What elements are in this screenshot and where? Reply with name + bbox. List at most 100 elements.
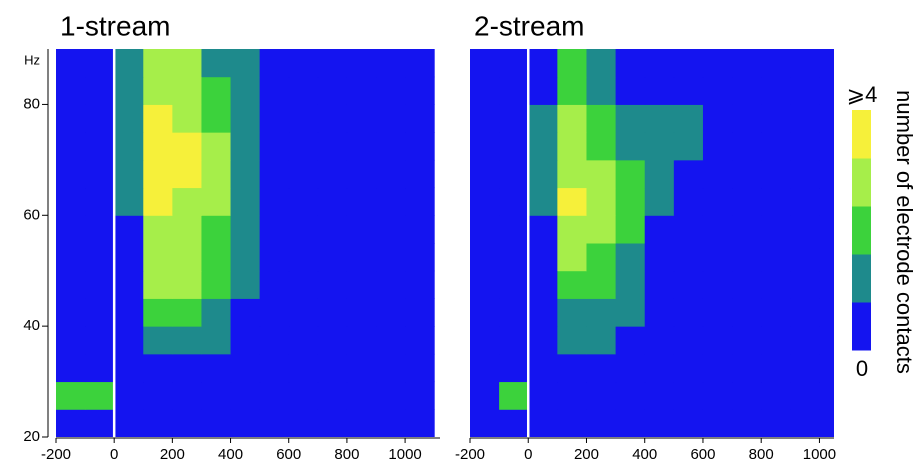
cell [288, 104, 319, 133]
cell [376, 104, 406, 133]
cell [172, 381, 202, 410]
cell [376, 159, 406, 189]
cell [317, 132, 348, 161]
cell [557, 326, 587, 355]
cell [615, 381, 646, 410]
cell [346, 187, 377, 216]
cell [819, 270, 834, 299]
cell [114, 270, 144, 299]
x-tick-label: -200 [41, 446, 71, 463]
cell [790, 104, 820, 133]
cell [376, 215, 406, 244]
cell [201, 298, 232, 327]
cell [346, 49, 377, 78]
cell [499, 132, 529, 161]
cell [288, 270, 319, 299]
cell [557, 215, 587, 244]
cell [288, 409, 319, 437]
cell [790, 76, 820, 105]
cell [470, 353, 500, 383]
cell [172, 243, 202, 272]
cell [470, 326, 500, 355]
cell [586, 381, 617, 410]
cell [114, 49, 144, 78]
cell [819, 159, 834, 189]
cell [586, 270, 617, 299]
cell [172, 326, 202, 355]
cell [615, 326, 646, 355]
cell [317, 215, 348, 244]
cell [819, 381, 834, 410]
cell [172, 132, 202, 161]
cell [172, 104, 202, 133]
x-tick-label: 0 [524, 446, 532, 463]
cell [819, 409, 834, 437]
cell [528, 409, 558, 437]
cell [259, 326, 290, 355]
cell [761, 104, 791, 133]
cell [317, 270, 348, 299]
cell [615, 270, 646, 299]
y-tick-label: 40 [23, 317, 40, 334]
cell [732, 243, 762, 272]
cell [615, 298, 646, 327]
cell [172, 159, 202, 189]
cell [557, 132, 587, 161]
cell [143, 326, 173, 355]
cell [528, 326, 558, 355]
cell [56, 381, 86, 410]
cell [56, 326, 86, 355]
cell [644, 270, 675, 299]
cell [85, 326, 115, 355]
cell [346, 159, 377, 189]
cell [819, 76, 834, 105]
cell [499, 353, 529, 383]
cell [761, 409, 791, 437]
cell [819, 187, 834, 216]
cell [615, 187, 646, 216]
cell [172, 187, 202, 216]
cell [702, 326, 733, 355]
cell [376, 270, 406, 299]
cell [499, 243, 529, 272]
cell [259, 76, 290, 105]
cell [288, 353, 319, 383]
cell [259, 215, 290, 244]
cell [317, 104, 348, 133]
cell [615, 215, 646, 244]
cell [85, 49, 115, 78]
cell [790, 326, 820, 355]
cell [56, 76, 86, 105]
cell [702, 381, 733, 410]
cell [732, 159, 762, 189]
cell [673, 270, 704, 299]
cell [528, 187, 558, 216]
cell [230, 76, 261, 105]
cell [85, 243, 115, 272]
cell [673, 409, 704, 437]
cell [499, 159, 529, 189]
x-tick-label: 800 [334, 446, 359, 463]
cell [143, 381, 173, 410]
cell [732, 353, 762, 383]
cell [346, 104, 377, 133]
cell [644, 243, 675, 272]
cell [470, 409, 500, 437]
cell [172, 270, 202, 299]
cell [376, 243, 406, 272]
cell [586, 187, 617, 216]
cell [702, 270, 733, 299]
cell [790, 381, 820, 410]
cell [143, 132, 173, 161]
cell [673, 187, 704, 216]
cell [528, 215, 558, 244]
cell [143, 76, 173, 105]
cell [673, 326, 704, 355]
cell [259, 132, 290, 161]
cell [644, 159, 675, 189]
cell [819, 353, 834, 383]
cell [557, 49, 587, 78]
cell [790, 132, 820, 161]
cell [201, 76, 232, 105]
cell [405, 104, 435, 133]
